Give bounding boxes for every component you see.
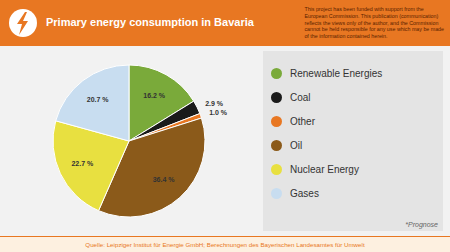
html-text:Primary energy consumption in: Primary energy consumption in Bavaria: [46, 16, 254, 29]
html-text:Gases: Gases: [290, 187, 319, 199]
html-text:Renewable Energies: Renewable Energies: [290, 67, 383, 79]
svg-text:36.4 %: 36.4 %: [153, 176, 176, 183]
svg-text:20.7 %: 20.7 %: [87, 96, 110, 103]
svg-text:1.0 %: 1.0 %: [209, 109, 228, 116]
html-text:Coal: Coal: [290, 91, 311, 103]
svg-text:2.9 %: 2.9 %: [205, 100, 224, 107]
html-text:*Prognose: *Prognose: [405, 221, 438, 228]
html-text:Oil: Oil: [290, 139, 303, 151]
html-text:This project has been funded w: This project has been funded with suppor…: [304, 6, 444, 39]
svg-text:16.2 %: 16.2 %: [143, 92, 166, 99]
html-text:Other: Other: [290, 115, 315, 127]
html-text:Nuclear Energy: Nuclear Energy: [290, 163, 359, 175]
html-text:Quelle: Leipziger Institut für: Quelle: Leipziger Institut für Energie G…: [85, 241, 365, 248]
svg-text:22.7 %: 22.7 %: [71, 160, 94, 167]
